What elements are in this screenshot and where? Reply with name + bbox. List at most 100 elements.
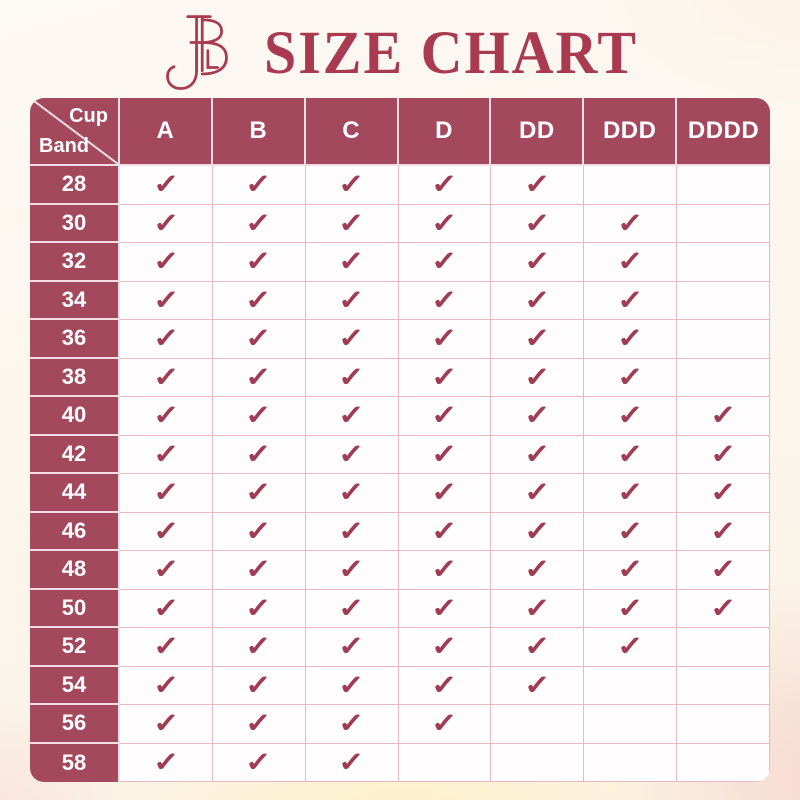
availability-cell-46-D: ✓ bbox=[398, 512, 492, 551]
cup-header-B: B bbox=[212, 98, 306, 166]
availability-cell-28-A: ✓ bbox=[120, 166, 213, 205]
check-icon: ✓ bbox=[245, 246, 272, 277]
availability-cell-40-DDD: ✓ bbox=[584, 397, 678, 436]
availability-cell-52-D: ✓ bbox=[398, 628, 492, 667]
availability-cell-42-D: ✓ bbox=[398, 435, 492, 474]
check-icon: ✓ bbox=[152, 477, 179, 508]
monogram-upper-bowl bbox=[200, 18, 223, 44]
check-icon: ✓ bbox=[338, 631, 365, 662]
availability-cell-36-DDD: ✓ bbox=[584, 320, 678, 359]
availability-cell-30-D: ✓ bbox=[398, 204, 492, 243]
check-icon: ✓ bbox=[524, 592, 551, 623]
check-icon: ✓ bbox=[524, 323, 551, 354]
availability-cell-54-DDDD bbox=[677, 666, 770, 705]
check-icon: ✓ bbox=[152, 669, 179, 700]
availability-cell-56-DD bbox=[491, 705, 585, 744]
availability-cell-44-A: ✓ bbox=[120, 474, 213, 513]
availability-cell-58-DDD bbox=[584, 743, 678, 782]
cup-header-DDD: DDD bbox=[584, 98, 678, 166]
availability-cell-44-DDDD: ✓ bbox=[677, 474, 770, 513]
availability-cell-54-DDD bbox=[584, 666, 678, 705]
check-icon: ✓ bbox=[245, 669, 272, 700]
availability-cell-50-DDD: ✓ bbox=[584, 589, 678, 628]
availability-cell-56-DDDD bbox=[677, 705, 770, 744]
band-header-38: 38 bbox=[30, 358, 120, 397]
check-icon: ✓ bbox=[338, 746, 365, 777]
check-icon: ✓ bbox=[431, 669, 458, 700]
availability-cell-54-C: ✓ bbox=[305, 666, 399, 705]
monogram-lower-bowl bbox=[200, 41, 228, 76]
corner-band-label: Band bbox=[39, 135, 89, 157]
availability-cell-38-DDD: ✓ bbox=[584, 358, 678, 397]
band-header-52: 52 bbox=[30, 628, 120, 667]
band-header-58: 58 bbox=[30, 743, 120, 782]
availability-cell-32-DDDD bbox=[677, 243, 770, 282]
check-icon: ✓ bbox=[709, 554, 737, 585]
band-header-48: 48 bbox=[30, 551, 120, 590]
availability-cell-40-D: ✓ bbox=[398, 397, 492, 436]
band-header-28: 28 bbox=[30, 166, 120, 205]
check-icon: ✓ bbox=[152, 438, 179, 469]
availability-cell-48-A: ✓ bbox=[120, 551, 213, 590]
check-icon: ✓ bbox=[245, 554, 272, 585]
availability-cell-38-A: ✓ bbox=[120, 358, 213, 397]
check-icon: ✓ bbox=[431, 477, 458, 508]
check-icon: ✓ bbox=[338, 400, 365, 431]
availability-cell-30-DDD: ✓ bbox=[584, 204, 678, 243]
availability-cell-42-DDD: ✓ bbox=[584, 435, 678, 474]
check-icon: ✓ bbox=[431, 284, 458, 315]
availability-cell-30-A: ✓ bbox=[120, 204, 213, 243]
band-header-36: 36 bbox=[30, 320, 120, 359]
availability-cell-42-C: ✓ bbox=[305, 435, 399, 474]
check-icon: ✓ bbox=[338, 207, 365, 238]
availability-cell-44-DDD: ✓ bbox=[584, 474, 678, 513]
availability-cell-28-DD: ✓ bbox=[491, 166, 585, 205]
band-header-50: 50 bbox=[30, 589, 120, 628]
availability-cell-34-DDDD bbox=[677, 281, 770, 320]
check-icon: ✓ bbox=[338, 284, 365, 315]
availability-cell-40-DDDD: ✓ bbox=[677, 397, 770, 436]
availability-cell-46-A: ✓ bbox=[120, 512, 213, 551]
cup-header-D: D bbox=[398, 98, 492, 166]
check-icon: ✓ bbox=[524, 477, 551, 508]
availability-cell-50-DD: ✓ bbox=[491, 589, 585, 628]
check-icon: ✓ bbox=[152, 169, 179, 200]
band-header-34: 34 bbox=[30, 281, 120, 320]
check-icon: ✓ bbox=[524, 669, 551, 700]
availability-cell-28-DDDD bbox=[677, 166, 770, 205]
availability-cell-40-B: ✓ bbox=[212, 397, 306, 436]
availability-cell-34-DDD: ✓ bbox=[584, 281, 678, 320]
band-header-54: 54 bbox=[30, 666, 120, 705]
check-icon: ✓ bbox=[431, 246, 458, 277]
availability-cell-56-A: ✓ bbox=[120, 705, 213, 744]
check-icon: ✓ bbox=[431, 169, 458, 200]
availability-cell-46-B: ✓ bbox=[212, 512, 306, 551]
check-icon: ✓ bbox=[152, 400, 179, 431]
check-icon: ✓ bbox=[524, 361, 551, 392]
availability-cell-28-DDD bbox=[584, 166, 678, 205]
check-icon: ✓ bbox=[245, 361, 272, 392]
check-icon: ✓ bbox=[245, 284, 272, 315]
check-icon: ✓ bbox=[152, 323, 179, 354]
check-icon: ✓ bbox=[152, 515, 179, 546]
brand-monogram-logo bbox=[166, 15, 228, 90]
check-icon: ✓ bbox=[152, 207, 179, 238]
availability-cell-50-D: ✓ bbox=[398, 589, 492, 628]
check-icon: ✓ bbox=[524, 515, 551, 546]
check-icon: ✓ bbox=[245, 515, 272, 546]
availability-cell-46-DD: ✓ bbox=[491, 512, 585, 551]
check-icon: ✓ bbox=[709, 477, 737, 508]
availability-cell-32-DD: ✓ bbox=[491, 243, 585, 282]
corner-cup-label: Cup bbox=[69, 105, 108, 127]
availability-cell-30-DDDD bbox=[677, 204, 770, 243]
check-icon: ✓ bbox=[338, 477, 365, 508]
availability-cell-58-DD bbox=[491, 743, 585, 782]
availability-cell-44-D: ✓ bbox=[398, 474, 492, 513]
availability-cell-34-A: ✓ bbox=[120, 281, 213, 320]
check-icon: ✓ bbox=[245, 592, 272, 623]
page-title: SIZE CHART bbox=[263, 17, 639, 87]
check-icon: ✓ bbox=[709, 515, 737, 546]
availability-cell-48-B: ✓ bbox=[212, 551, 306, 590]
availability-cell-50-DDDD: ✓ bbox=[677, 589, 770, 628]
check-icon: ✓ bbox=[431, 361, 458, 392]
